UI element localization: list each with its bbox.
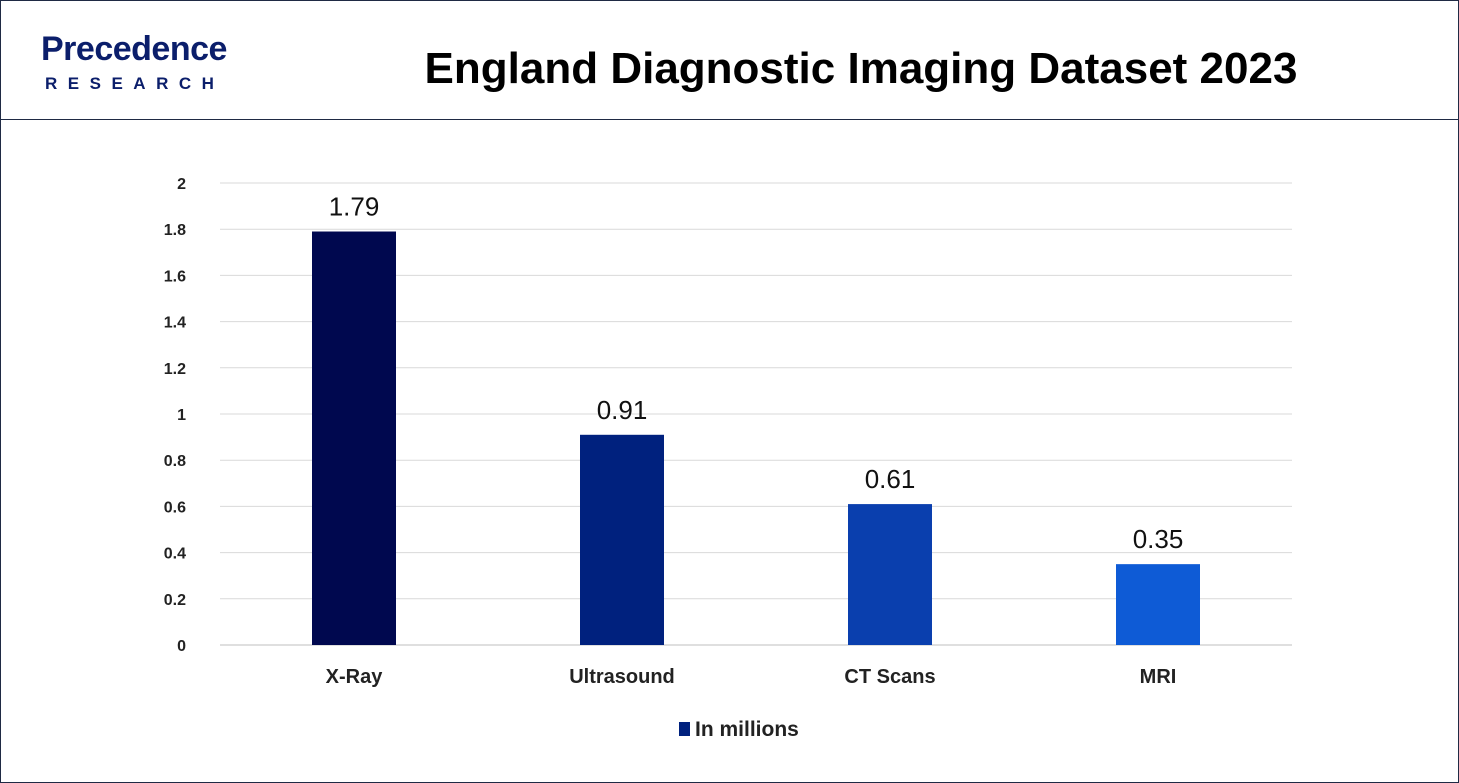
legend-label: In millions (695, 718, 799, 741)
legend-swatch (679, 722, 690, 736)
y-tick-label: 0.2 (164, 592, 186, 609)
logo-wordmark: Precedence (41, 30, 227, 68)
y-tick-label: 0.8 (164, 453, 186, 470)
header-bar: Precedence RESEARCH England Diagnostic I… (1, 1, 1458, 120)
bar[interactable] (580, 434, 664, 645)
y-tick-label: 0 (177, 638, 186, 655)
y-tick-label: 1 (177, 407, 186, 424)
y-tick-label: 1.6 (164, 268, 186, 285)
x-tick-label: MRI (1140, 666, 1177, 688)
x-tick-label: CT Scans (844, 666, 935, 688)
y-tick-label: 0.4 (164, 546, 186, 563)
brand-logo: Precedence RESEARCH (41, 31, 256, 97)
data-label: 0.61 (865, 464, 916, 494)
x-tick-label: Ultrasound (569, 666, 675, 688)
x-tick-label: X-Ray (326, 666, 384, 688)
data-label: 0.91 (597, 395, 648, 425)
data-label: 0.35 (1133, 524, 1184, 554)
y-tick-label: 2 (177, 176, 186, 193)
y-tick-label: 1.8 (164, 222, 186, 239)
bar[interactable] (312, 231, 396, 645)
logo-subtitle: RESEARCH (45, 74, 225, 93)
bar[interactable] (848, 504, 932, 645)
y-tick-label: 1.4 (164, 315, 186, 332)
data-label: 1.79 (329, 192, 380, 222)
bar[interactable] (1116, 564, 1200, 645)
y-tick-label: 1.2 (164, 361, 186, 378)
chart-title: England Diagnostic Imaging Dataset 2023 (424, 44, 1298, 93)
y-tick-label: 0.6 (164, 499, 186, 516)
